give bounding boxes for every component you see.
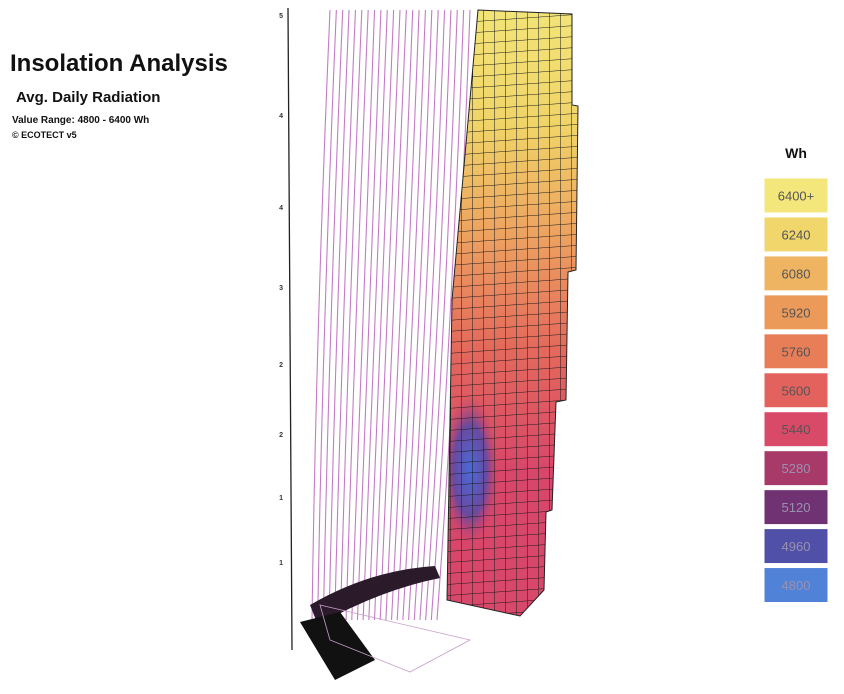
wire-line: [373, 9, 401, 621]
axis-label: 4: [279, 205, 283, 212]
legend-swatch: [763, 411, 829, 448]
value-range: Value Range: 4800 - 6400 Wh: [12, 115, 149, 126]
legend-swatch: [763, 216, 829, 253]
axis-label: 2: [279, 362, 283, 369]
axis-label: 1: [279, 495, 283, 502]
legend-label: 4960: [782, 539, 811, 554]
legend-swatch: [763, 294, 829, 331]
wire-line: [334, 9, 357, 621]
wire-line: [368, 9, 395, 621]
axis-label: 3: [279, 285, 283, 292]
wire-line: [402, 9, 433, 621]
wire-line: [430, 9, 465, 621]
axis-label: 2: [279, 432, 283, 439]
legend-swatch: [763, 255, 829, 292]
wire-line: [413, 9, 446, 621]
subtitle: Avg. Daily Radiation: [16, 89, 160, 106]
title: Insolation Analysis: [10, 50, 228, 77]
wire-line: [419, 9, 452, 621]
legend-swatch: [763, 489, 829, 526]
legend-swatch: [763, 528, 829, 565]
wireframe-cylinder: [311, 9, 471, 621]
axis-label: 1: [279, 560, 283, 567]
wire-line: [339, 9, 363, 621]
wire-line: [317, 9, 337, 621]
legend-label: 5600: [782, 383, 811, 398]
credit: © ECOTECT v5: [12, 130, 77, 140]
wire-line: [408, 9, 439, 621]
wire-line: [328, 9, 350, 621]
wire-line: [396, 9, 427, 621]
legend-label: 5280: [782, 461, 811, 476]
legend-swatch: [763, 333, 829, 370]
legend-swatch: [763, 567, 829, 604]
legend-label: 6240: [782, 227, 811, 242]
legend-unit: Wh: [785, 145, 807, 161]
axis-label: 5: [279, 13, 283, 20]
header: Insolation Analysis Avg. Daily Radiation…: [10, 50, 228, 140]
legend-label: 5920: [782, 305, 811, 320]
wire-line: [390, 9, 420, 621]
legend-label: 5120: [782, 500, 811, 515]
base: [300, 566, 472, 680]
legend-label: 6400+: [778, 188, 815, 203]
wire-line: [385, 9, 414, 621]
legend-label: 5760: [782, 344, 811, 359]
wire-line: [425, 9, 458, 621]
legend-label: 4800: [782, 578, 811, 593]
legend-label: 5440: [782, 422, 811, 437]
vertical-axis: [287, 7, 293, 651]
legend-swatch: [763, 372, 829, 409]
surface: [446, 9, 579, 617]
legend-swatch: [763, 177, 829, 214]
wire-line: [345, 9, 369, 621]
wire-line: [362, 9, 388, 621]
axis-label: 4: [279, 113, 283, 120]
wire-line: [356, 9, 382, 621]
legend-label: 6080: [782, 266, 811, 281]
wire-line: [322, 9, 344, 621]
wire-line: [351, 9, 376, 621]
wire-line: [311, 9, 331, 621]
legend: Wh 6400+ 6240 6080 5920 5760 5600 5440 5280 5120…: [763, 145, 829, 604]
legend-swatch: [763, 450, 829, 487]
axis-labels: 5 4 4 3 2 2 1 1: [279, 13, 283, 567]
wire-line: [379, 9, 407, 621]
